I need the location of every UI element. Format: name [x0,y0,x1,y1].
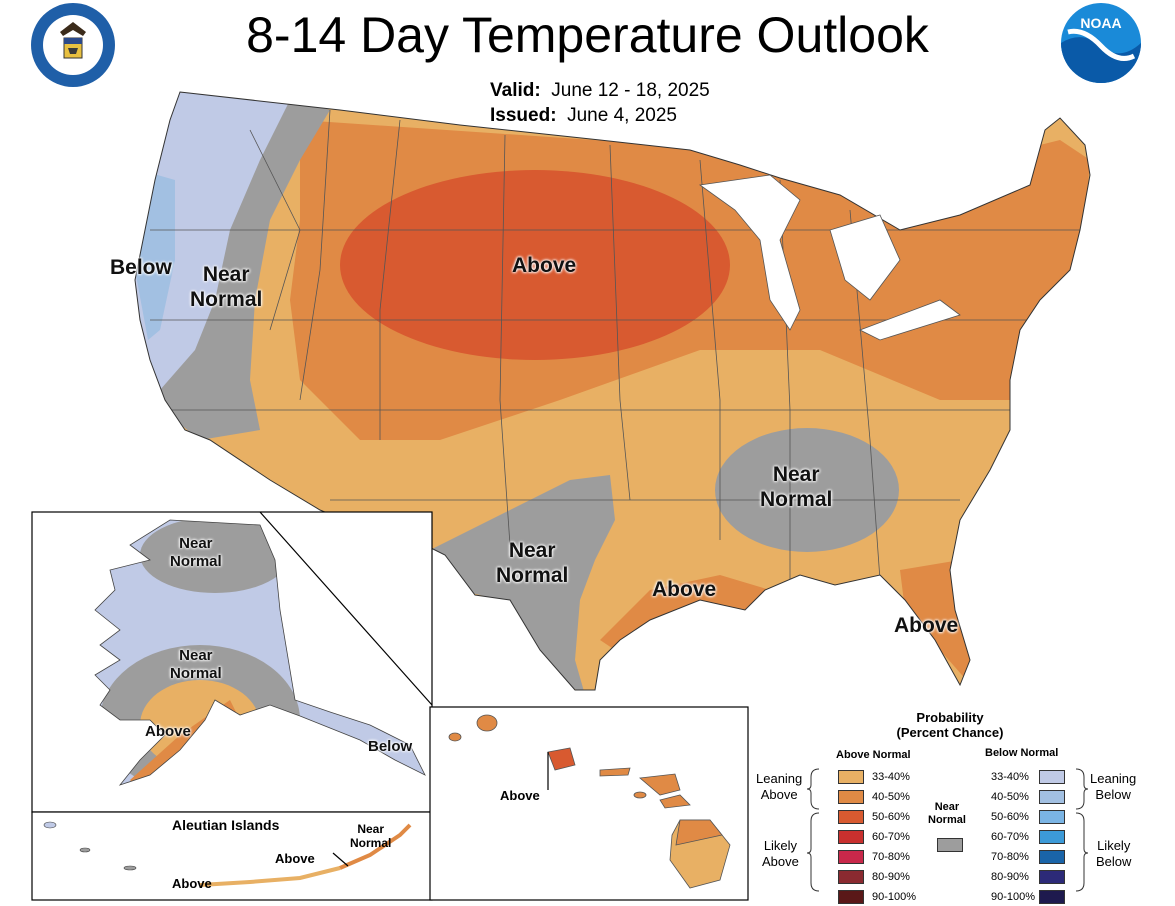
issued-line: Issued: June 4, 2025 [490,105,677,127]
legend-above-range-label: 70-80% [872,851,910,863]
legend-leaning-above: Leaning Above [756,771,803,802]
legend-title: Probability (Percent Chance) [896,710,1004,740]
legend-below-range-label: 50-60% [991,811,1029,823]
legend-below-swatch [1039,770,1065,784]
legend-below-swatch [1039,810,1065,824]
label-conus-near-normal-tx: Near Normal [496,539,569,587]
label-conus-below: Below [110,256,172,279]
label-conus-above-gulf: Above [652,578,717,601]
legend-below-swatch [1039,790,1065,804]
commerce-seal-icon [31,3,115,87]
legend-below-swatch [1039,890,1065,904]
noaa-logo-icon: NOAA [1061,3,1141,83]
label-conus-above-fl: Above [894,614,959,637]
legend-leaning-below: Leaning Below [1090,771,1137,802]
lake-michigan [698,174,801,331]
noaa-logo-text: NOAA [1080,15,1121,31]
legend-below-range-label: 80-90% [991,871,1029,883]
label-ak-below: Below [368,738,413,755]
label-ak-near-normal-mid: Near Normal [170,647,222,682]
legend-near-normal-label: Near Normal [928,801,966,826]
legend-below-swatch [1039,850,1065,864]
legend-above-brackets [806,768,820,892]
legend-below-range-label: 90-100% [991,891,1036,903]
label-hawaii-above: Above [500,788,540,803]
legend-below-range-label: 60-70% [991,831,1029,843]
label-aleutian-near-normal: Near Normal [350,822,392,850]
valid-line: Valid: June 12 - 18, 2025 [490,80,710,102]
lake-erie [859,299,961,341]
legend-above-header: Above Normal [836,749,911,761]
legend-below-range-label: 33-40% [991,771,1029,783]
legend-below-range-label: 40-50% [991,791,1029,803]
legend-below-swatch [1039,870,1065,884]
valid-value: June 12 - 18, 2025 [551,80,710,101]
legend-below-header: Below Normal [985,747,1059,759]
issued-value: June 4, 2025 [567,105,677,126]
label-conus-above-north: Above [512,254,577,277]
legend-below-range-label: 70-80% [991,851,1029,863]
page-title: 8-14 Day Temperature Outlook [246,7,929,63]
legend-above-swatch [838,850,864,864]
hawaii-islands [448,714,731,889]
legend-above-swatch [838,790,864,804]
label-ak-near-normal-north: Near Normal [170,535,222,570]
valid-label: Valid: [490,80,541,101]
legend-above-swatch [838,770,864,784]
legend-below-swatch [1039,830,1065,844]
aleutian-islands [43,821,412,887]
lake-huron [829,214,901,301]
legend-above-range-label: 50-60% [872,811,910,823]
legend-below-brackets [1075,768,1089,892]
label-conus-near-normal-west: Near Normal [190,263,263,311]
legend-near-normal-swatch [937,838,963,852]
legend-above-range-label: 90-100% [872,891,917,903]
legend-above-range-label: 60-70% [872,831,910,843]
legend-likely-above: Likely Above [762,838,799,869]
issued-label: Issued: [490,105,557,126]
legend-above-range-label: 40-50% [872,791,910,803]
conus-outline [134,91,1091,691]
legend-above-range-label: 80-90% [872,871,910,883]
label-aleutian-above-1: Above [275,851,315,866]
label-ak-above: Above [145,723,191,740]
legend-likely-below: Likely Below [1096,838,1132,869]
legend-above-swatch [838,810,864,824]
legend-above-range-label: 33-40% [872,771,910,783]
legend-above-swatch [838,830,864,844]
aleutian-title: Aleutian Islands [172,817,280,833]
label-aleutian-above-2: Above [172,876,212,891]
legend-above-swatch [838,890,864,904]
label-conus-near-normal-se: Near Normal [760,463,833,511]
legend-above-swatch [838,870,864,884]
